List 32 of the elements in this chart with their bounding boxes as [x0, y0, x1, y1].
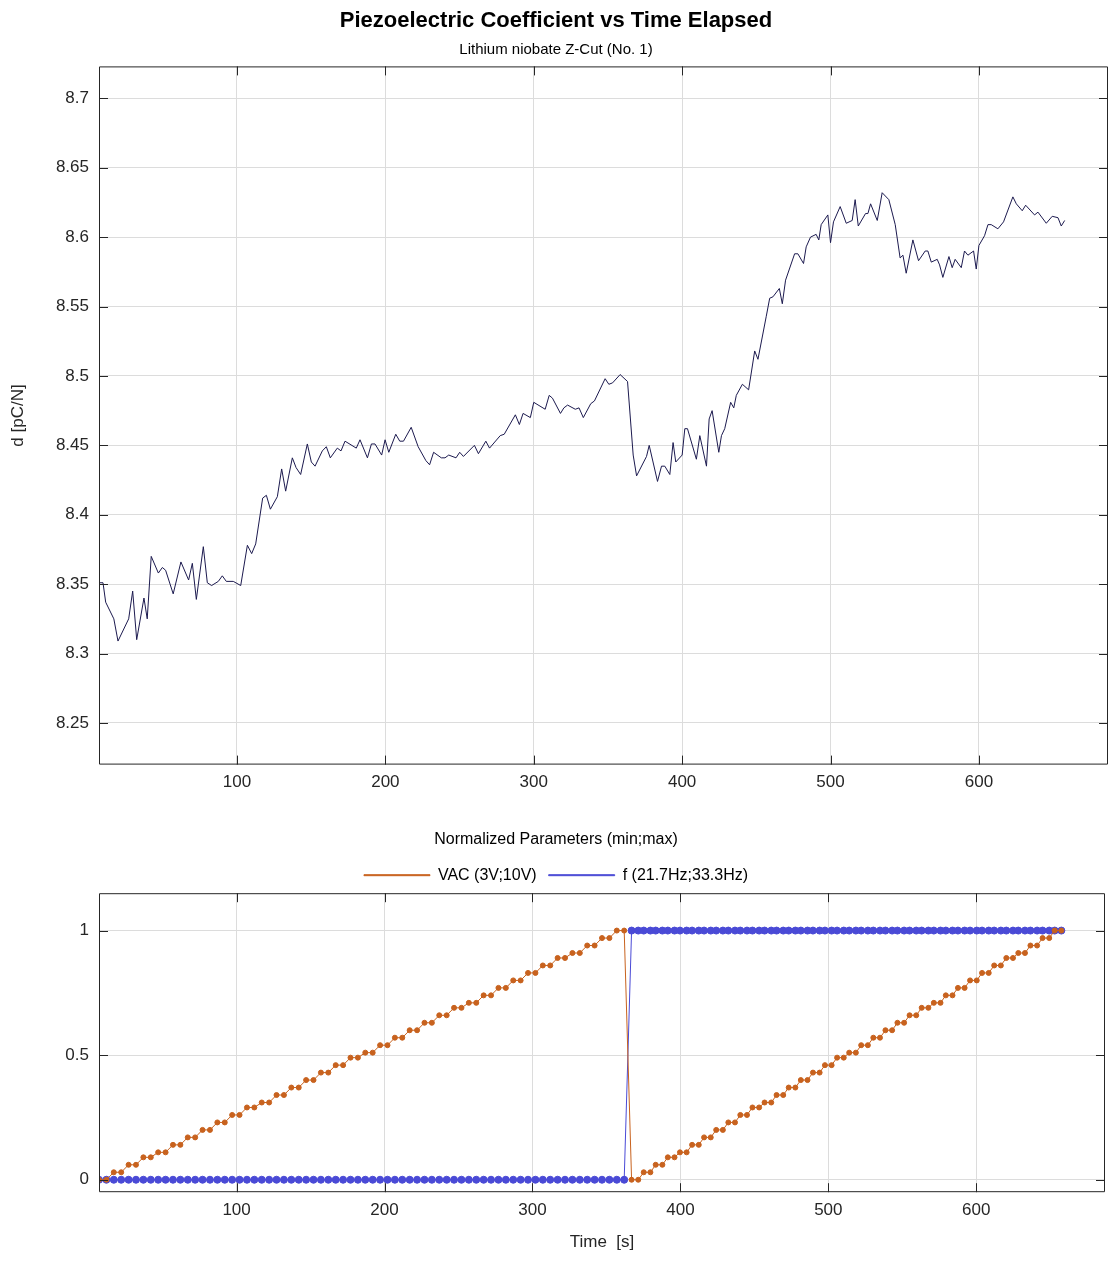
y-tick-label: 8.25	[55, 712, 89, 732]
x-tick-label: 600	[964, 772, 994, 792]
legend-label: VAC (3V;10V)	[437, 865, 537, 883]
x-tick-label: 400	[667, 772, 697, 792]
x-tick-label: 300	[518, 1200, 547, 1220]
y-tick-label: 8.3	[65, 643, 89, 663]
x-tick-label: 500	[816, 772, 845, 792]
legend-label: f (21.7Hz;33.3Hz)	[622, 865, 749, 883]
x-tick-label: 200	[371, 772, 400, 792]
y-tick-label: 8.65	[55, 157, 89, 177]
y-tick-label: 8.55	[55, 296, 89, 316]
y-tick-label: 8.45	[55, 435, 89, 455]
x-tick-label: 600	[962, 1200, 991, 1220]
chart-subtitle: Lithium niobate Z-Cut (No. 1)	[459, 39, 653, 57]
y-tick-label: 8.7	[65, 88, 89, 108]
x-tick-label: 500	[814, 1200, 843, 1220]
y-tick-label: 8.6	[65, 226, 89, 246]
y-axis-title: d [pC/N]	[7, 384, 27, 447]
y-tick-label: 1	[79, 920, 89, 940]
x-tick-label: 400	[666, 1200, 695, 1220]
y-tick-label: 8.5	[65, 365, 89, 385]
chart-title: Normalized Parameters (min;max)	[434, 830, 678, 848]
y-tick-label: 8.4	[65, 504, 89, 524]
x-tick-label: 100	[222, 1200, 251, 1220]
y-tick-label: 8.35	[55, 573, 89, 593]
chart-title: Piezoelectric Coefficient vs Time Elapsed	[339, 7, 773, 33]
x-tick-label: 100	[222, 772, 252, 792]
y-tick-label: 0	[79, 1169, 89, 1189]
x-tick-label: 200	[370, 1200, 399, 1220]
x-tick-label: 300	[519, 772, 548, 792]
y-tick-label: 0.5	[65, 1044, 89, 1064]
x-axis-title: Time [s]	[569, 1232, 635, 1252]
